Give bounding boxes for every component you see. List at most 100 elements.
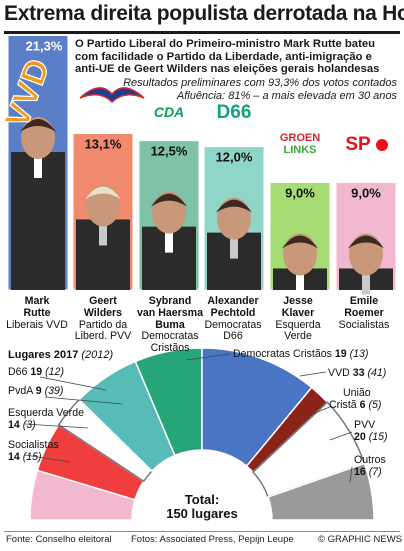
photo-shirt [99, 223, 107, 246]
candidate-surname: Klaver [281, 306, 315, 319]
cda-logo: CDA [154, 104, 184, 120]
seat-count: 19 [30, 366, 43, 378]
candidate-photo-3 [207, 197, 261, 290]
seat-count: 14 [8, 450, 20, 463]
footer-source: Fonte: Conselho eleitoral [6, 534, 112, 545]
candidate-label-buma: Sybrand van Haersma Buma Democratas Cris… [137, 295, 203, 355]
seat-count: 9 [35, 385, 42, 397]
bar-value-label: 13,1% [85, 136, 122, 151]
seat-prev: (15) [22, 450, 42, 463]
seat-label-cda: Democratas Cristãos 19 (13) [233, 348, 369, 361]
seat-party: Outros [354, 454, 386, 466]
candidate-surname: Rutte [23, 306, 51, 319]
candidate-surname: van Haersma Buma [137, 306, 203, 331]
bar-value-label: 9,0% [285, 185, 315, 200]
seat-label-pvv: PVV 20 (15) [354, 419, 388, 443]
footer-rule [4, 531, 400, 532]
intro-note-results: Resultados preliminares com 93,3% dos vo… [123, 77, 397, 89]
seat-label-vvd: VVD 33 (41) [328, 367, 386, 380]
photo-hair [151, 193, 187, 207]
candidate-party: Democratas Cristãos [141, 330, 199, 355]
seat-party: Socialistas [8, 439, 59, 451]
seat-party: VVD [328, 367, 350, 379]
photo-face [21, 117, 55, 159]
seat-label-gl: Esquerda Verde 14 (3) [8, 407, 84, 431]
candidate-photo-1 [76, 184, 130, 290]
intro-text: O Partido Liberal do Primeiro-ministro M… [75, 38, 380, 76]
seat-count: 19 [334, 348, 347, 360]
leader-line-5 [299, 371, 327, 377]
seat-prev: (15) [368, 430, 388, 443]
groenlinks-logo-top: GROEN [280, 132, 320, 144]
bar-value-label: 21,3% [26, 38, 63, 53]
leader-line-2 [24, 423, 89, 429]
seat-count: 20 [354, 430, 366, 443]
photo-hair [85, 186, 121, 200]
candidate-name: Emile [349, 295, 379, 307]
seat-prev: (39) [44, 385, 64, 397]
photo-hair [20, 119, 56, 132]
leader-line-4 [185, 353, 231, 361]
candidate-photo-2 [142, 191, 196, 290]
photo-hair [348, 235, 384, 249]
candidate-name: Geert [89, 295, 117, 307]
seat-prev: (13) [349, 348, 369, 360]
seat-prev: (7) [368, 465, 382, 478]
seat-party: Democratas Cristãos [233, 348, 332, 360]
intro-notes: Resultados preliminares com 93,3% dos vo… [75, 77, 397, 102]
seat-label-uc: União Cristã 6 (5) [329, 387, 382, 411]
candidate-photo-5 [339, 233, 393, 295]
candidate-label-wilders: Geert Wilders Partido da Liberd. PVV [72, 295, 134, 343]
candidate-photo-0 [11, 117, 65, 290]
seat-count: 33 [352, 367, 365, 379]
seat-label-outros: Outros 16 (7) [354, 454, 386, 478]
candidate-party: Esquerda Verde [275, 318, 321, 343]
seat-party: D66 [8, 366, 28, 378]
candidate-surname: Wilders [83, 306, 123, 319]
photo-shirt [362, 272, 370, 295]
seats-title-note: (2012) [81, 349, 114, 361]
seat-prev: (12) [45, 366, 64, 378]
seat-label-pvda: PvdA 9 (39) [8, 385, 64, 398]
total-label: Total: [184, 492, 220, 507]
sp-logo-tomato [376, 139, 388, 151]
seats-total: Total: 150 lugares [140, 493, 264, 521]
seats-title: Lugares 2017 [8, 349, 79, 361]
title-rule [4, 31, 400, 34]
leader-line-0 [39, 376, 107, 391]
seat-prev: (5) [368, 398, 382, 411]
seat-prev: (3) [22, 418, 36, 431]
seat-label-d66: D66 19 (12) [8, 366, 64, 379]
seat-party-line1: União [343, 387, 371, 399]
candidate-label-klaver: Jesse Klaver Esquerda Verde [267, 295, 329, 343]
d66-logo: D66 [217, 102, 252, 123]
photo-shirt [230, 236, 238, 259]
candidate-name: Alexander [207, 295, 259, 307]
leader-line-6 [307, 405, 333, 417]
seat-party: PVV [354, 419, 376, 431]
bar-value-label: 9,0% [351, 185, 381, 200]
photo-face [86, 184, 120, 227]
seat-party: PvdA [8, 385, 33, 397]
candidate-party: Socialistas [338, 318, 390, 331]
candidate-label-rutte: Mark Rutte Liberais VVD [6, 295, 68, 331]
page-title: Extrema direita populista derrotada na H… [4, 2, 404, 25]
photo-face [283, 233, 317, 276]
seat-count: 6 [359, 398, 366, 411]
seat-count: 14 [8, 418, 20, 431]
bar-value-label: 12,0% [216, 150, 253, 165]
photo-shirt [165, 230, 173, 253]
seats-heading: Lugares 2017 (2012) [8, 349, 113, 361]
footer-photos: Fotos: Associated Press, Pepijn Leupe [131, 534, 294, 545]
photo-face [152, 191, 186, 234]
bar-value-label: 12,5% [151, 144, 188, 159]
candidate-surname: Pechtold [210, 306, 256, 319]
sp-logo: SP [345, 134, 371, 155]
seat-count: 16 [354, 465, 366, 478]
footer-credit: © GRAPHIC NEWS [318, 534, 403, 545]
leader-line-7 [329, 431, 353, 441]
leader-line-3 [24, 454, 71, 463]
leader-line-8 [349, 466, 353, 483]
